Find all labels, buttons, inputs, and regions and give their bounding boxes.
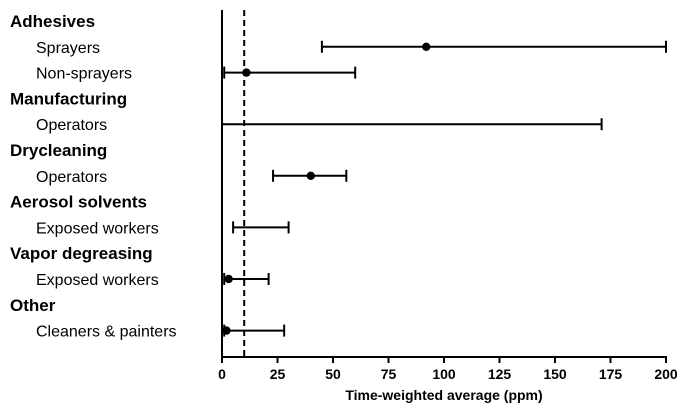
error-bars — [222, 40, 667, 337]
group-label: Other — [10, 296, 56, 315]
x-tick-label: 200 — [654, 366, 678, 382]
group-label: Aerosol solvents — [10, 193, 147, 212]
data-point — [306, 171, 315, 180]
row-labels: Adhesives Sprayers Non-sprayers Manufacturi… — [10, 12, 177, 341]
plot-area: 0 25 50 75 100 125 150 175 200 — [218, 10, 678, 382]
row-label: Operators — [36, 117, 107, 134]
x-tick-label: 75 — [381, 366, 397, 382]
row-label: Sprayers — [36, 40, 100, 57]
row-label: Non-sprayers — [36, 66, 132, 83]
group-label: Vapor degreasing — [10, 244, 153, 263]
x-tick-label: 100 — [432, 366, 456, 382]
data-point — [224, 274, 233, 284]
x-tick-label: 125 — [488, 366, 512, 382]
x-tick-label: 0 — [218, 366, 226, 382]
row-label: Operators — [36, 169, 107, 186]
x-tick-label: 175 — [599, 366, 623, 382]
data-point — [422, 42, 431, 51]
group-label: Drycleaning — [10, 141, 107, 160]
x-axis-title: Time-weighted average (ppm) — [345, 387, 542, 403]
row-label: Exposed workers — [36, 272, 159, 289]
row-label: Cleaners & painters — [36, 324, 177, 341]
group-label: Adhesives — [10, 12, 95, 31]
group-label: Manufacturing — [10, 89, 127, 108]
data-point — [222, 326, 231, 335]
x-tick-label: 25 — [270, 366, 286, 382]
x-tick-label: 150 — [543, 366, 567, 382]
data-point — [242, 68, 251, 77]
x-tick-label: 50 — [325, 366, 341, 382]
x-axis-ticks: 0 25 50 75 100 125 150 175 200 — [218, 357, 678, 382]
row-label: Exposed workers — [36, 220, 159, 237]
